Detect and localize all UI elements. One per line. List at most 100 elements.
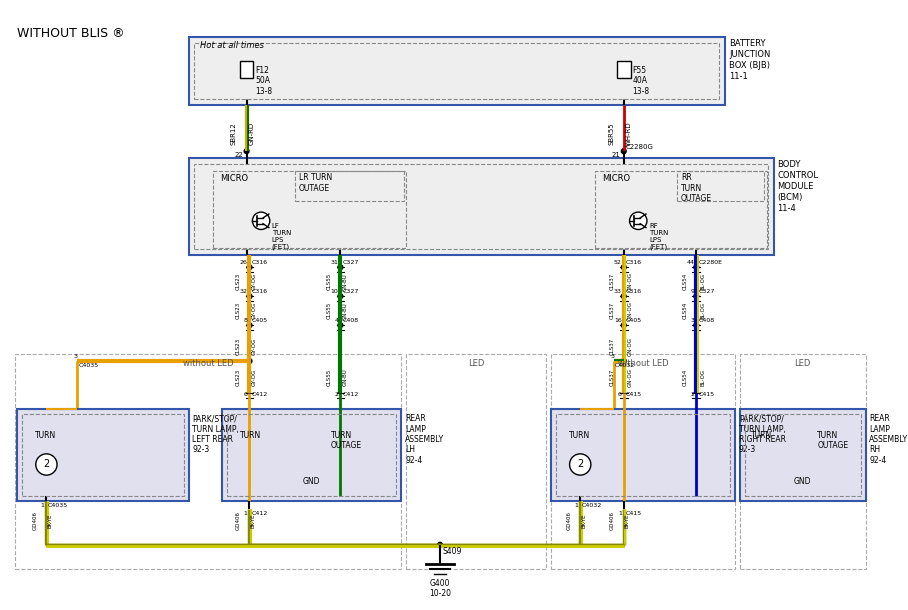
Text: 1: 1 [575, 503, 578, 508]
Text: CLS54: CLS54 [683, 302, 687, 320]
Circle shape [577, 451, 583, 456]
Bar [194, 43, 719, 99]
Text: TURN
OUTAGE: TURN OUTAGE [817, 431, 848, 450]
Circle shape [247, 265, 252, 270]
Text: 16: 16 [614, 318, 622, 323]
Text: C316: C316 [252, 289, 268, 294]
Circle shape [621, 359, 627, 364]
Circle shape [694, 323, 698, 328]
Text: GN-OG: GN-OG [627, 368, 633, 387]
Text: CLS55: CLS55 [327, 369, 331, 386]
Text: C4032: C4032 [581, 503, 601, 508]
Bar [22, 414, 183, 497]
Text: 6: 6 [243, 392, 248, 397]
Text: 31: 31 [331, 260, 339, 265]
Text: REAR
LAMP
ASSEMBLY
RH
92-4: REAR LAMP ASSEMBLY RH 92-4 [869, 414, 908, 465]
Text: BK-YE: BK-YE [625, 514, 630, 528]
Circle shape [35, 454, 57, 475]
Text: F12
50A
13-8: F12 50A 13-8 [255, 66, 272, 96]
Text: WH-RD: WH-RD [626, 121, 632, 146]
Text: TURN
OUTAGE: TURN OUTAGE [331, 431, 362, 450]
Text: CLS55: CLS55 [327, 302, 331, 320]
Text: 52: 52 [614, 260, 622, 265]
Text: 6: 6 [618, 392, 622, 397]
Circle shape [569, 454, 591, 475]
Text: C412: C412 [252, 511, 268, 516]
Text: 1: 1 [618, 511, 622, 516]
Text: 10: 10 [331, 289, 339, 294]
Bar [222, 409, 401, 501]
Text: C2280E: C2280E [698, 260, 722, 265]
Text: S409: S409 [443, 547, 462, 556]
Text: C412: C412 [342, 392, 359, 397]
Circle shape [621, 149, 627, 154]
Text: GD406: GD406 [610, 511, 615, 530]
Text: WITHOUT BLIS ®: WITHOUT BLIS ® [17, 27, 125, 40]
Bar [740, 354, 865, 569]
Text: GY-OG: GY-OG [252, 338, 256, 355]
Text: 2: 2 [690, 392, 695, 397]
Text: C408: C408 [342, 318, 359, 323]
Text: Hot at all times: Hot at all times [200, 41, 264, 50]
Text: C405: C405 [252, 318, 268, 323]
Text: 9: 9 [690, 289, 695, 294]
Circle shape [694, 265, 698, 270]
Bar [677, 171, 764, 201]
Text: BATTERY
JUNCTION
BOX (BJB)
11-1: BATTERY JUNCTION BOX (BJB) 11-1 [729, 39, 771, 81]
Text: C408: C408 [698, 318, 715, 323]
Text: MICRO: MICRO [221, 174, 249, 184]
Text: BK-YE: BK-YE [47, 514, 53, 528]
Text: SBR55: SBR55 [608, 123, 614, 145]
Bar [295, 171, 404, 201]
Text: 44: 44 [686, 260, 695, 265]
Bar [227, 414, 397, 497]
Text: CLS37: CLS37 [610, 273, 615, 290]
Text: 2: 2 [334, 392, 339, 397]
Text: C4035: C4035 [78, 363, 98, 368]
Text: without LED: without LED [183, 359, 233, 368]
Text: GN-BU: GN-BU [342, 273, 348, 290]
Circle shape [338, 294, 343, 299]
Text: LR TURN
OUTAGE: LR TURN OUTAGE [299, 173, 332, 193]
Bar [212, 171, 406, 248]
Bar [745, 414, 861, 497]
Text: 22: 22 [235, 152, 243, 158]
Text: GY-OG: GY-OG [252, 369, 256, 386]
Text: F55
40A
13-8: F55 40A 13-8 [633, 66, 649, 96]
Text: GD406: GD406 [33, 511, 38, 530]
Text: BK-YE: BK-YE [581, 514, 587, 528]
Text: CLS23: CLS23 [236, 338, 241, 355]
Text: C316: C316 [626, 289, 642, 294]
Text: C415: C415 [698, 392, 715, 397]
Text: CLS37: CLS37 [610, 302, 615, 320]
Text: CLS37: CLS37 [610, 369, 615, 386]
Circle shape [44, 473, 49, 478]
Text: 33: 33 [614, 289, 622, 294]
Text: CLS54: CLS54 [683, 369, 687, 386]
Text: 3: 3 [610, 354, 614, 359]
Circle shape [629, 212, 647, 229]
Text: CLS23: CLS23 [236, 273, 241, 290]
Text: GN-OG: GN-OG [627, 301, 633, 320]
Bar [556, 414, 730, 497]
Bar [740, 409, 865, 501]
Text: PARK/STOP/
TURN LAMP,
RIGHT REAR
92-3: PARK/STOP/ TURN LAMP, RIGHT REAR 92-3 [739, 414, 785, 454]
Text: C4035: C4035 [47, 503, 67, 508]
Text: RF
TURN
LPS
(FET): RF TURN LPS (FET) [649, 223, 668, 250]
Text: C327: C327 [342, 289, 359, 294]
Text: TURN: TURN [752, 431, 773, 440]
Text: SBR12: SBR12 [231, 123, 237, 145]
Bar [194, 163, 768, 249]
Circle shape [247, 359, 252, 364]
Circle shape [694, 294, 698, 299]
Text: GD406: GD406 [236, 511, 241, 530]
Text: 3: 3 [74, 354, 77, 359]
Text: BL-OG: BL-OG [700, 369, 706, 386]
Text: C2280G: C2280G [626, 144, 654, 150]
Text: CLS55: CLS55 [327, 273, 331, 290]
Text: GND: GND [302, 478, 321, 486]
Bar [189, 158, 774, 254]
Text: CLS23: CLS23 [236, 369, 241, 386]
Text: BL-OG: BL-OG [700, 273, 706, 290]
Text: GY-OG: GY-OG [252, 273, 256, 290]
